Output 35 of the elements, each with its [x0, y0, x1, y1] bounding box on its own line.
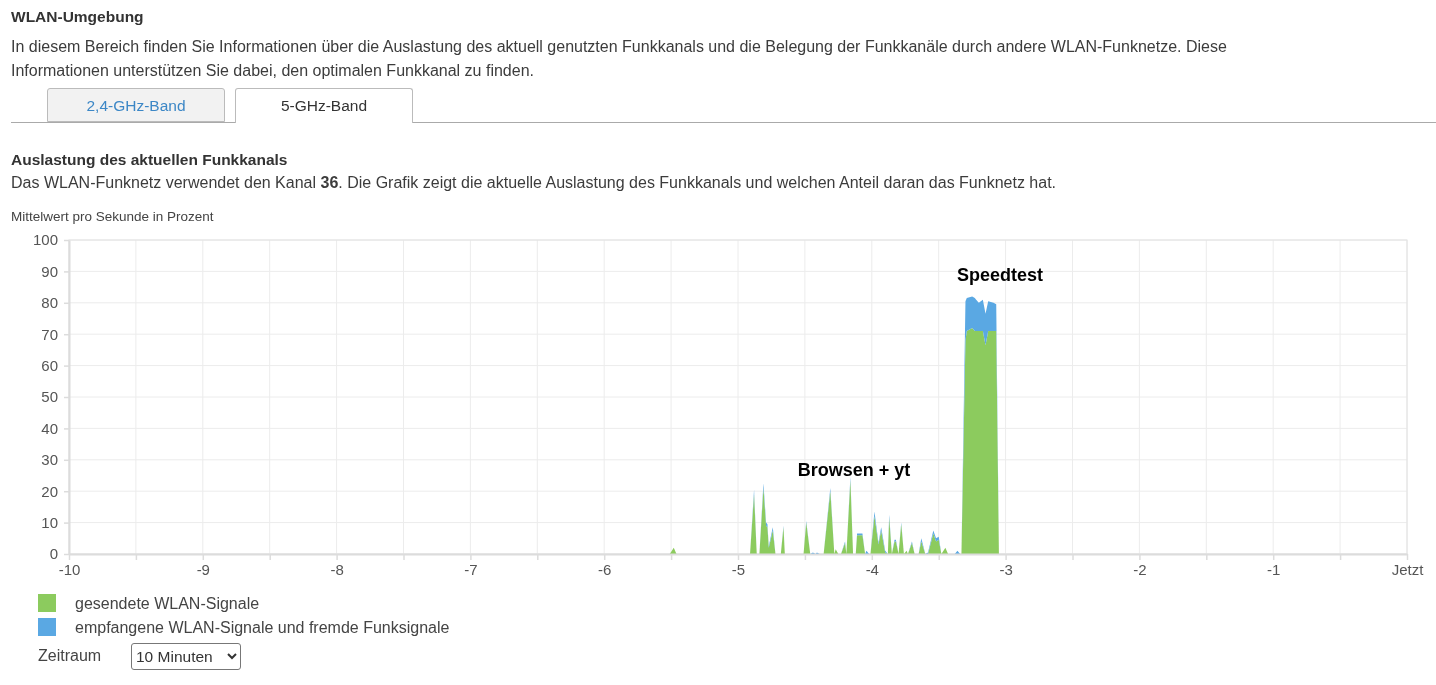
x-tick-label: -8 — [330, 560, 344, 578]
y-tick-label: 30 — [41, 451, 58, 469]
dropdown: 10 Minuten — [131, 643, 241, 670]
y-axis-title: Mittelwert pro Sekunde in Prozent — [11, 209, 214, 224]
x-tick-label: -1 — [1267, 560, 1281, 578]
x-tick-label: -3 — [999, 560, 1013, 578]
annotation: Speedtest — [956, 265, 1044, 285]
y-tick-label: 60 — [41, 356, 58, 374]
text: Auslastung des aktuellen Funkkanals — [11, 151, 288, 169]
legend-label: empfangene WLAN-Signale und fremde Funksignale — [75, 618, 450, 636]
y-tick-label: 80 — [41, 294, 58, 312]
tab: 2,4-GHz-Band — [47, 88, 225, 122]
x-tick-label: Jetzt — [1391, 560, 1425, 578]
y-tick-label: 90 — [41, 262, 58, 280]
y-tick-label: 20 — [41, 482, 58, 500]
y-tick-label: 50 — [41, 388, 58, 406]
active-tab: 5-GHz-Band — [235, 88, 413, 123]
x-tick-label: -7 — [464, 560, 478, 578]
x-tick-label: -6 — [598, 560, 612, 578]
x-tick-label: -4 — [865, 560, 879, 578]
y-tick-label: 100 — [32, 231, 58, 249]
chart-subtitle: In diesem Bereich finden Sie Informationen über die Auslastung des aktuell genutzten Funkkanals und die Belegung der Funkkanäle durch andere WLAN-Funknetze. Diese Informationen unterstützen Sie dabei, den optimalen Funkkanal zu finden. — [11, 37, 1228, 81]
annotation: Browsen + yt — [797, 460, 911, 480]
legend-label: gesendete WLAN-Signale — [75, 594, 260, 612]
y-tick-label: 10 — [41, 513, 58, 531]
x-tick-label: -9 — [196, 560, 210, 578]
chart-title: WLAN-Umgebung — [11, 8, 144, 26]
text: Zeitraum — [38, 647, 102, 665]
y-tick-label: 40 — [41, 419, 58, 437]
y-tick-label: 70 — [41, 325, 58, 343]
x-tick-label: -10 — [58, 560, 81, 578]
x-tick-label: -2 — [1133, 560, 1147, 578]
x-tick-label: -5 — [731, 560, 746, 578]
text: Das WLAN-Funknetz verwendet den Kanal 36. Die Grafik zeigt die aktuelle Auslastung des Funkkanals und welchen Anteil daran das Funknetz hat. — [11, 174, 1057, 191]
y-tick-label: 0 — [49, 545, 58, 563]
